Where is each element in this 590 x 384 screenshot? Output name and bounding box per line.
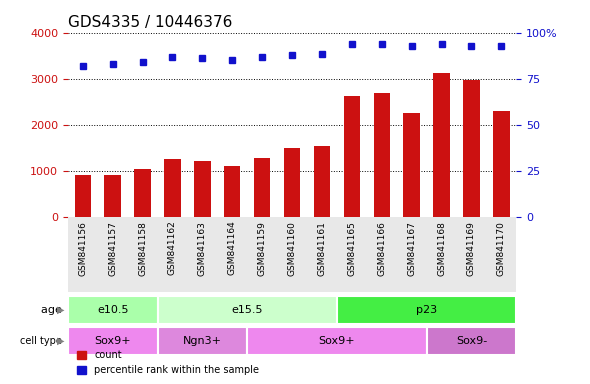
Bar xyxy=(104,175,121,217)
Bar xyxy=(284,148,300,217)
Bar xyxy=(224,166,241,217)
FancyBboxPatch shape xyxy=(158,296,337,324)
Bar xyxy=(404,113,420,217)
Text: ▶: ▶ xyxy=(57,305,65,315)
Text: GSM841159: GSM841159 xyxy=(258,221,267,276)
Bar xyxy=(463,80,480,217)
Text: GSM841162: GSM841162 xyxy=(168,221,177,275)
Text: GSM841166: GSM841166 xyxy=(377,221,386,276)
Bar xyxy=(164,159,181,217)
Text: GSM841164: GSM841164 xyxy=(228,221,237,275)
Text: GSM841156: GSM841156 xyxy=(78,221,87,276)
Bar xyxy=(254,159,270,217)
Text: Sox9-: Sox9- xyxy=(456,336,487,346)
Bar xyxy=(373,93,390,217)
Text: GSM841170: GSM841170 xyxy=(497,221,506,276)
Text: GSM841167: GSM841167 xyxy=(407,221,416,276)
Text: GSM841168: GSM841168 xyxy=(437,221,446,276)
Text: ▶: ▶ xyxy=(57,336,65,346)
Text: GSM841158: GSM841158 xyxy=(138,221,147,276)
Text: GSM841165: GSM841165 xyxy=(348,221,356,276)
Text: Ngn3+: Ngn3+ xyxy=(183,336,222,346)
Text: Sox9+: Sox9+ xyxy=(319,336,355,346)
Text: e10.5: e10.5 xyxy=(97,305,129,315)
Text: GSM841160: GSM841160 xyxy=(287,221,297,276)
Text: cell type: cell type xyxy=(20,336,65,346)
Text: GDS4335 / 10446376: GDS4335 / 10446376 xyxy=(68,15,232,30)
Bar xyxy=(135,169,151,217)
FancyBboxPatch shape xyxy=(247,327,427,355)
Bar xyxy=(343,96,360,217)
FancyBboxPatch shape xyxy=(427,327,516,355)
FancyBboxPatch shape xyxy=(68,327,158,355)
FancyBboxPatch shape xyxy=(337,296,516,324)
Text: GSM841157: GSM841157 xyxy=(108,221,117,276)
Text: GSM841163: GSM841163 xyxy=(198,221,207,276)
Legend: count, percentile rank within the sample: count, percentile rank within the sample xyxy=(73,346,263,379)
Bar xyxy=(493,111,510,217)
Text: e15.5: e15.5 xyxy=(231,305,263,315)
Text: GSM841169: GSM841169 xyxy=(467,221,476,276)
Bar xyxy=(74,175,91,217)
FancyBboxPatch shape xyxy=(68,296,158,324)
Text: age: age xyxy=(41,305,65,315)
Text: p23: p23 xyxy=(416,305,437,315)
Text: Sox9+: Sox9+ xyxy=(94,336,131,346)
Bar xyxy=(314,146,330,217)
Bar xyxy=(433,73,450,217)
Bar xyxy=(194,161,211,217)
Text: GSM841161: GSM841161 xyxy=(317,221,326,276)
FancyBboxPatch shape xyxy=(158,327,247,355)
